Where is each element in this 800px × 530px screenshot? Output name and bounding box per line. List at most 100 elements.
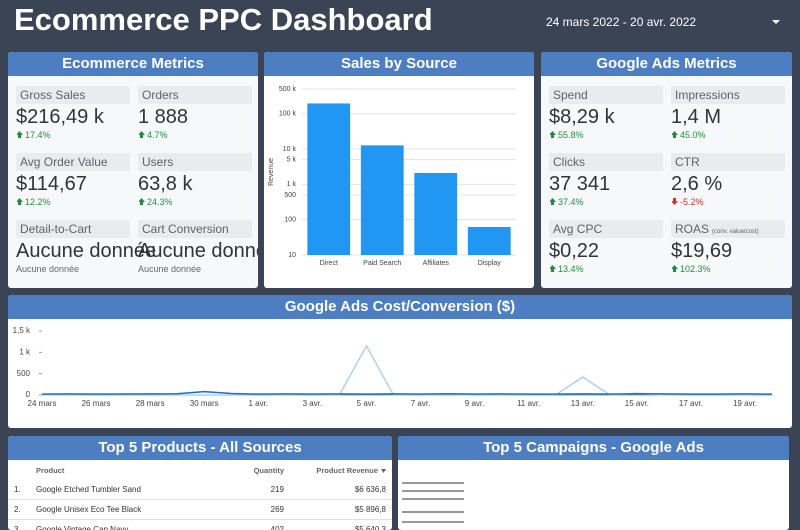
x-tick-label: 17 avr.: [679, 399, 703, 408]
y-tick-label: 10 k: [283, 146, 297, 153]
metric-label: Avg CPC: [549, 220, 663, 238]
metric-label-note: (conv. value/cost): [712, 229, 759, 235]
x-tick-label: Affiliates: [423, 260, 450, 267]
x-tick-label: 28 mars: [136, 399, 165, 408]
line-series: [41, 344, 772, 396]
row-rank: 2.: [14, 505, 21, 514]
y-tick-label: 1 k: [287, 181, 297, 188]
y-tick-label: 500: [17, 369, 31, 378]
trend-arrow: [672, 131, 678, 138]
row-rank: 3.: [14, 525, 21, 530]
table-panel: Top 5 Products - All Sources Product Quan…: [8, 436, 392, 530]
line-series: [41, 390, 773, 395]
trend-arrow: [550, 265, 556, 272]
x-tick-label: 26 mars: [82, 399, 111, 408]
x-tick-label: 13 avr.: [571, 399, 595, 408]
panel-title: Google Ads Cost/Conversion ($): [8, 295, 792, 319]
metric-note: Aucune donnée: [16, 264, 80, 274]
y-tick-label: 0: [26, 390, 31, 399]
sort-arrow[interactable]: [381, 469, 386, 473]
x-tick-label: 3 avr.: [303, 399, 323, 408]
metric-label: Users: [138, 153, 252, 171]
x-tick-label: 19 avr.: [733, 399, 757, 408]
x-tick-label: 11 avr.: [517, 399, 540, 408]
x-tick-label: 7 avr.: [411, 399, 431, 408]
metric-value: Aucune donnée: [16, 240, 157, 262]
metric-label: Avg Order Value: [16, 153, 130, 171]
y-tick-label: 100: [284, 217, 296, 224]
y-tick-label: 1 k: [19, 347, 31, 356]
metric-change: 12.2%: [25, 197, 51, 207]
metric-change: 13.4%: [558, 264, 584, 274]
metric-change: 17.4%: [25, 130, 51, 140]
table-panel: Top 5 Campaigns - Google Ads: [398, 436, 789, 530]
metric-label: ROAS (conv. value/cost): [671, 220, 785, 238]
trend-arrow: [139, 131, 145, 138]
cell: 269: [270, 505, 284, 514]
y-tick-label: 5 k: [287, 156, 297, 163]
metric-change: -5.2%: [680, 197, 704, 207]
metric-value: 1 888: [138, 106, 189, 128]
empty-table: [402, 482, 464, 523]
y-tick-label: 100 k: [279, 111, 297, 118]
x-tick-label: Display: [478, 260, 501, 267]
x-tick-label: 1 avr.: [249, 399, 269, 408]
column-header: Quantity: [253, 466, 284, 475]
metrics-panel: Google Ads Metrics Spend $8,29 k 55.8% Impr…: [541, 52, 792, 288]
row-rank: 1.: [14, 485, 21, 494]
metric-value: $8,29 k: [549, 106, 615, 128]
panel-title: Top 5 Campaigns - Google Ads: [398, 436, 789, 460]
x-tick-label: 9 avr.: [465, 399, 485, 408]
panel-title: Sales by Source: [264, 52, 534, 76]
cell: $6 636,8: [354, 485, 386, 494]
metric-label: Spend: [549, 86, 663, 104]
x-tick-label: 30 mars: [190, 399, 219, 408]
trend-arrow: [550, 198, 556, 205]
x-tick-label: Paid Search: [363, 260, 401, 267]
cell: 402: [270, 525, 284, 530]
x-tick-label: 15 avr.: [625, 399, 649, 408]
metric-change: 37.4%: [558, 197, 584, 207]
row-divider: [8, 519, 392, 520]
trend-arrow: [672, 198, 678, 205]
cell: 219: [270, 485, 284, 494]
metric-change: 24.3%: [147, 197, 173, 207]
metric-note: Aucune donnée: [138, 264, 202, 274]
chart-panel: Sales by Source 10 100 500 1 k 5 k 10 k 100 k 5…: [264, 52, 534, 288]
bar: [467, 227, 511, 255]
y-axis-label: Revenue: [268, 158, 275, 186]
trend-arrow: [550, 131, 556, 138]
cell: $5 640,3: [354, 525, 386, 530]
metric-value: 63,8 k: [138, 173, 193, 195]
x-tick-label: Direct: [320, 260, 338, 267]
cell: Google Vintage Cap Navy: [36, 525, 129, 530]
y-tick-label: 500 k: [279, 86, 297, 93]
dropdown-arrow[interactable]: [772, 19, 780, 25]
metric-change: 4.7%: [147, 130, 168, 140]
column-header: Product Revenue: [316, 466, 378, 475]
x-tick-label: 5 avr.: [357, 399, 377, 408]
metric-value: 1,4 M: [671, 106, 722, 128]
metric-value: $216,49 k: [16, 106, 104, 128]
metric-value: $19,69: [671, 240, 733, 262]
cell: Google Etched Tumbler Sand: [36, 485, 141, 494]
y-tick-label: 500: [284, 192, 296, 199]
trend-arrow: [139, 198, 145, 205]
chart-panel: Google Ads Cost/Conversion ($) 0 500 1 k 1,…: [8, 295, 792, 428]
metric-change: 55.8%: [558, 130, 584, 140]
date-range[interactable]: 24 mars 2022 - 20 avr. 2022: [546, 15, 697, 29]
metric-label: CTR: [671, 153, 785, 171]
trend-arrow: [17, 198, 23, 205]
metric-value: 2,6 %: [671, 173, 723, 195]
page-title: Ecommerce PPC Dashboard: [14, 2, 433, 37]
x-tick-label: 24 mars: [28, 399, 57, 408]
metric-label: Impressions: [671, 86, 785, 104]
column-header: Product: [36, 466, 65, 475]
metric-value: 37 341: [549, 173, 611, 195]
metric-value: Aucune donnée: [138, 240, 258, 262]
metric-label: Clicks: [549, 153, 663, 171]
y-tick-label: 10: [288, 252, 296, 259]
metric-label: Cart Conversion: [138, 220, 252, 238]
panel-title: Ecommerce Metrics: [8, 52, 258, 76]
